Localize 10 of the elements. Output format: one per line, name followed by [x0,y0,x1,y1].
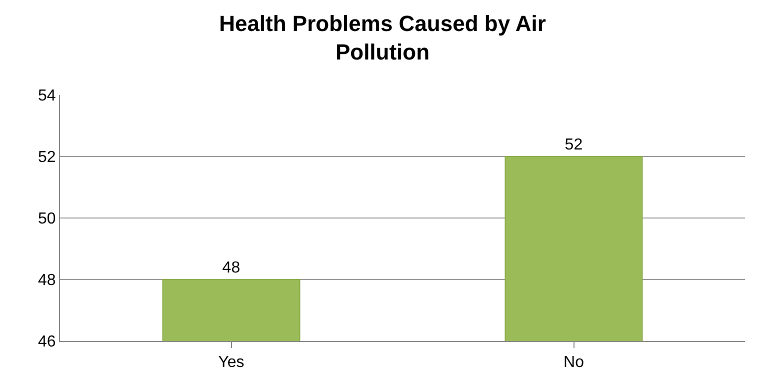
chart-title: Health Problems Caused by Air Pollution [219,10,546,64]
x-tick-label: No [564,354,584,372]
x-tick-label: Yes [218,354,244,372]
y-tick-label: 50 [38,210,56,228]
y-tick-label: 52 [38,149,56,166]
y-tick-label: 48 [38,272,56,290]
data-label: 48 [222,260,240,276]
y-tick-label: 46 [38,334,56,351]
data-label: 52 [564,136,583,154]
y-tick-label: 54 [38,88,56,105]
